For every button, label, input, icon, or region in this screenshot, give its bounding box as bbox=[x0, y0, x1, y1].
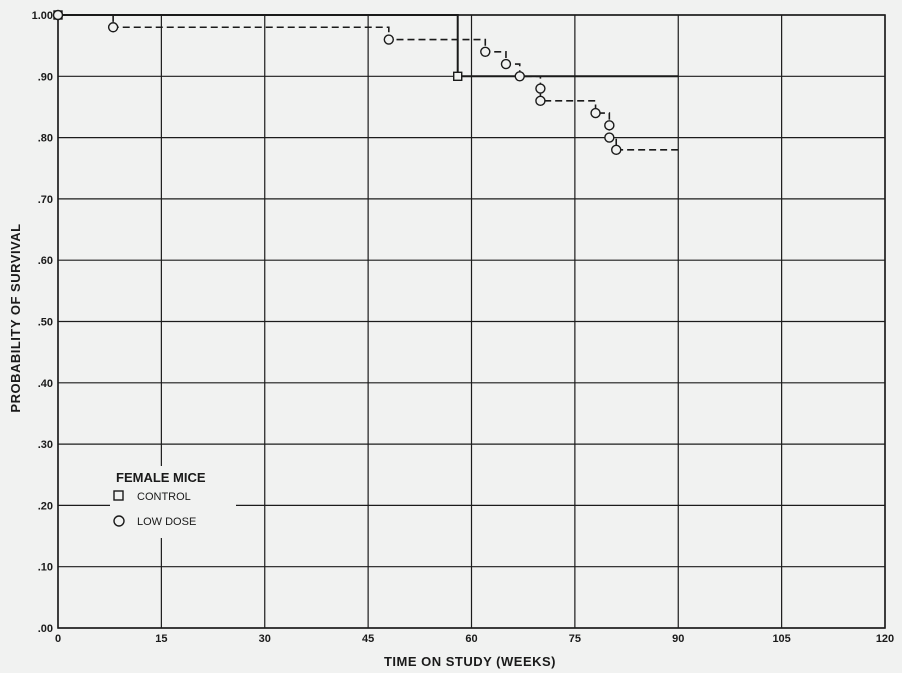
x-tick-label: 45 bbox=[362, 633, 374, 645]
x-tick-label: 30 bbox=[259, 633, 271, 645]
legend-entry-low-dose: LOW DOSE bbox=[137, 516, 196, 528]
plot-frame bbox=[57, 14, 886, 629]
series-layer bbox=[52, 9, 679, 156]
data-point-low-dose bbox=[480, 46, 491, 57]
x-tick-label: 75 bbox=[569, 633, 581, 645]
series-line-control bbox=[58, 14, 679, 78]
data-point-low-dose bbox=[383, 34, 394, 45]
data-point-low-dose bbox=[514, 71, 525, 82]
data-point-low-dose bbox=[604, 132, 615, 143]
y-tick-label: .20 bbox=[38, 500, 53, 512]
legend-background bbox=[110, 466, 236, 538]
legend-title: FEMALE MICE bbox=[116, 470, 206, 485]
tick-labels: 0 15 30 45 60 75 90 105 120 .00 .10 .20 .30 .40 .50 .60… bbox=[32, 10, 895, 645]
x-tick-label: 60 bbox=[465, 633, 477, 645]
x-tick-label: 90 bbox=[672, 633, 684, 645]
legend: FEMALE MICE CONTROL LOW DOSE bbox=[110, 466, 236, 538]
y-tick-label: .80 bbox=[38, 133, 53, 145]
data-point-control bbox=[453, 71, 463, 82]
legend-circle-icon bbox=[113, 515, 125, 527]
x-tick-label: 105 bbox=[772, 633, 790, 645]
legend-entry-control: CONTROL bbox=[137, 491, 191, 503]
legend-square-icon bbox=[113, 490, 124, 501]
y-axis-title: PROBABILITY OF SURVIVAL bbox=[8, 223, 23, 412]
y-tick-label: .50 bbox=[38, 317, 53, 329]
y-tick-label: 1.00 bbox=[32, 10, 53, 22]
series-line-low-dose bbox=[58, 14, 679, 151]
y-tick-label: .00 bbox=[38, 623, 53, 635]
x-tick-label: 15 bbox=[155, 633, 167, 645]
data-point-low-dose bbox=[604, 120, 615, 131]
y-tick-label: .90 bbox=[38, 71, 53, 83]
y-tick-label: .60 bbox=[38, 255, 53, 267]
x-tick-label: 0 bbox=[55, 633, 61, 645]
data-point-low-dose bbox=[611, 144, 622, 156]
data-point-low-dose bbox=[535, 95, 546, 107]
data-point-low-dose bbox=[535, 83, 546, 94]
y-tick-label: .40 bbox=[38, 378, 53, 390]
data-point-low-dose bbox=[52, 9, 64, 21]
data-point-low-dose bbox=[590, 107, 601, 119]
x-axis-title: TIME ON STUDY (WEEKS) bbox=[384, 654, 556, 669]
data-point-low-dose bbox=[500, 58, 512, 70]
x-tick-label: 120 bbox=[876, 633, 894, 645]
data-point-low-dose bbox=[107, 22, 119, 33]
y-tick-label: .10 bbox=[38, 562, 53, 574]
y-tick-label: .30 bbox=[38, 439, 53, 451]
y-tick-label: .70 bbox=[38, 194, 53, 206]
